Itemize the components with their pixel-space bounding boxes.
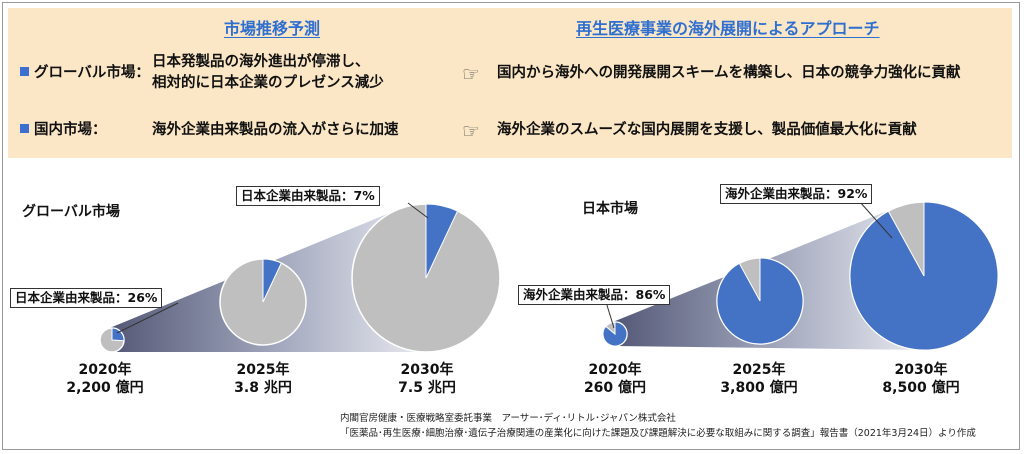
year-label: 2030年	[400, 362, 454, 378]
pointing-hand-icon: ☞	[462, 119, 480, 143]
pointing-hand-icon: ☞	[462, 62, 480, 86]
pie-slice-2020年	[111, 327, 125, 342]
japan-market-title: 日本市場	[582, 201, 638, 217]
japan-share-callout-small: 海外企業由来製品：86%	[518, 285, 671, 305]
global-forecast-line-1: 日本発製品の海外進出が停滞し、	[152, 54, 370, 70]
forecast-heading: 市場推移予測	[224, 19, 321, 38]
global-market-label: グローバル市場：	[20, 63, 150, 83]
approach-heading: 再生医療事業の海外展開によるアプローチ	[576, 19, 880, 38]
global-market-label-text: グローバル市場：	[34, 65, 150, 81]
global-2020-label: 2020年 2,200 億円	[50, 361, 160, 397]
market-size-label: 2,200 億円	[66, 380, 144, 396]
year-label: 2020年	[78, 362, 132, 378]
source-line-2: 「医薬品･再生医療･細胞治療･遺伝子治療関連の産業化に向けた課題及び課題解決に必…	[340, 428, 976, 439]
pie-slice-2025年	[262, 258, 282, 303]
source-line-1: 内閣官房健康・医療戦略室委託事業 アーサー･ディ･リトル･ジャパン株式会社	[340, 413, 676, 424]
year-label: 2030年	[894, 362, 948, 378]
market-size-label: 3.8 兆円	[234, 380, 292, 396]
year-label: 2020年	[588, 362, 642, 378]
domestic-approach: 海外企業のスムーズな国内展開を支援し、製品価値最大化に貢献	[497, 122, 917, 138]
global-2030-label: 2030年 7.5 兆円	[372, 361, 482, 397]
japan-market-chart	[602, 201, 999, 351]
domestic-forecast: 海外企業由来製品の流入がさらに加速	[152, 122, 399, 138]
callout-leader-line	[605, 301, 615, 329]
japan-share-callout-large: 海外企業由来製品：92%	[720, 184, 873, 204]
blue-square-icon	[20, 67, 29, 76]
japan-2020-label: 2020年 260 億円	[560, 361, 670, 397]
global-share-callout-small: 日本企業由来製品：26%	[10, 288, 163, 308]
japan-2030-label: 2030年 8,500 億円	[866, 361, 976, 397]
market-size-label: 7.5 兆円	[398, 380, 456, 396]
domestic-market-label: 国内市場：	[20, 120, 107, 140]
year-label: 2025年	[732, 362, 786, 378]
domestic-market-label-text: 国内市場：	[34, 122, 107, 138]
blue-square-icon	[20, 124, 29, 133]
pie-slice-2025年	[716, 257, 804, 345]
pie-slice-2020年	[602, 321, 628, 347]
japan-2025-label: 2025年 3,800 億円	[704, 361, 814, 397]
callout-leader-line	[116, 302, 179, 334]
summary-panel	[8, 8, 1012, 158]
market-size-label: 260 億円	[583, 380, 647, 396]
global-2025-label: 2025年 3.8 兆円	[208, 361, 318, 397]
pie-slice-2030年	[849, 201, 999, 351]
global-share-callout-large: 日本企業由来製品：7%	[236, 186, 380, 206]
year-label: 2025年	[236, 362, 290, 378]
global-market-title: グローバル市場	[22, 204, 120, 220]
market-size-label: 8,500 億円	[882, 380, 960, 396]
global-market-chart	[99, 202, 501, 353]
callout-leader-line	[407, 202, 429, 219]
global-forecast-line-2: 相対的に日本企業のプレゼンス減少	[152, 75, 384, 91]
global-approach: 国内から海外への開発展開スキームを構築し、日本の競争力強化に貢献	[497, 65, 961, 81]
pie-slice-2030年	[425, 203, 459, 279]
callout-leader-line	[859, 201, 893, 239]
market-size-label: 3,800 億円	[720, 380, 798, 396]
global-forecast: 日本発製品の海外進出が停滞し、 相対的に日本企業のプレゼンス減少	[152, 52, 384, 94]
